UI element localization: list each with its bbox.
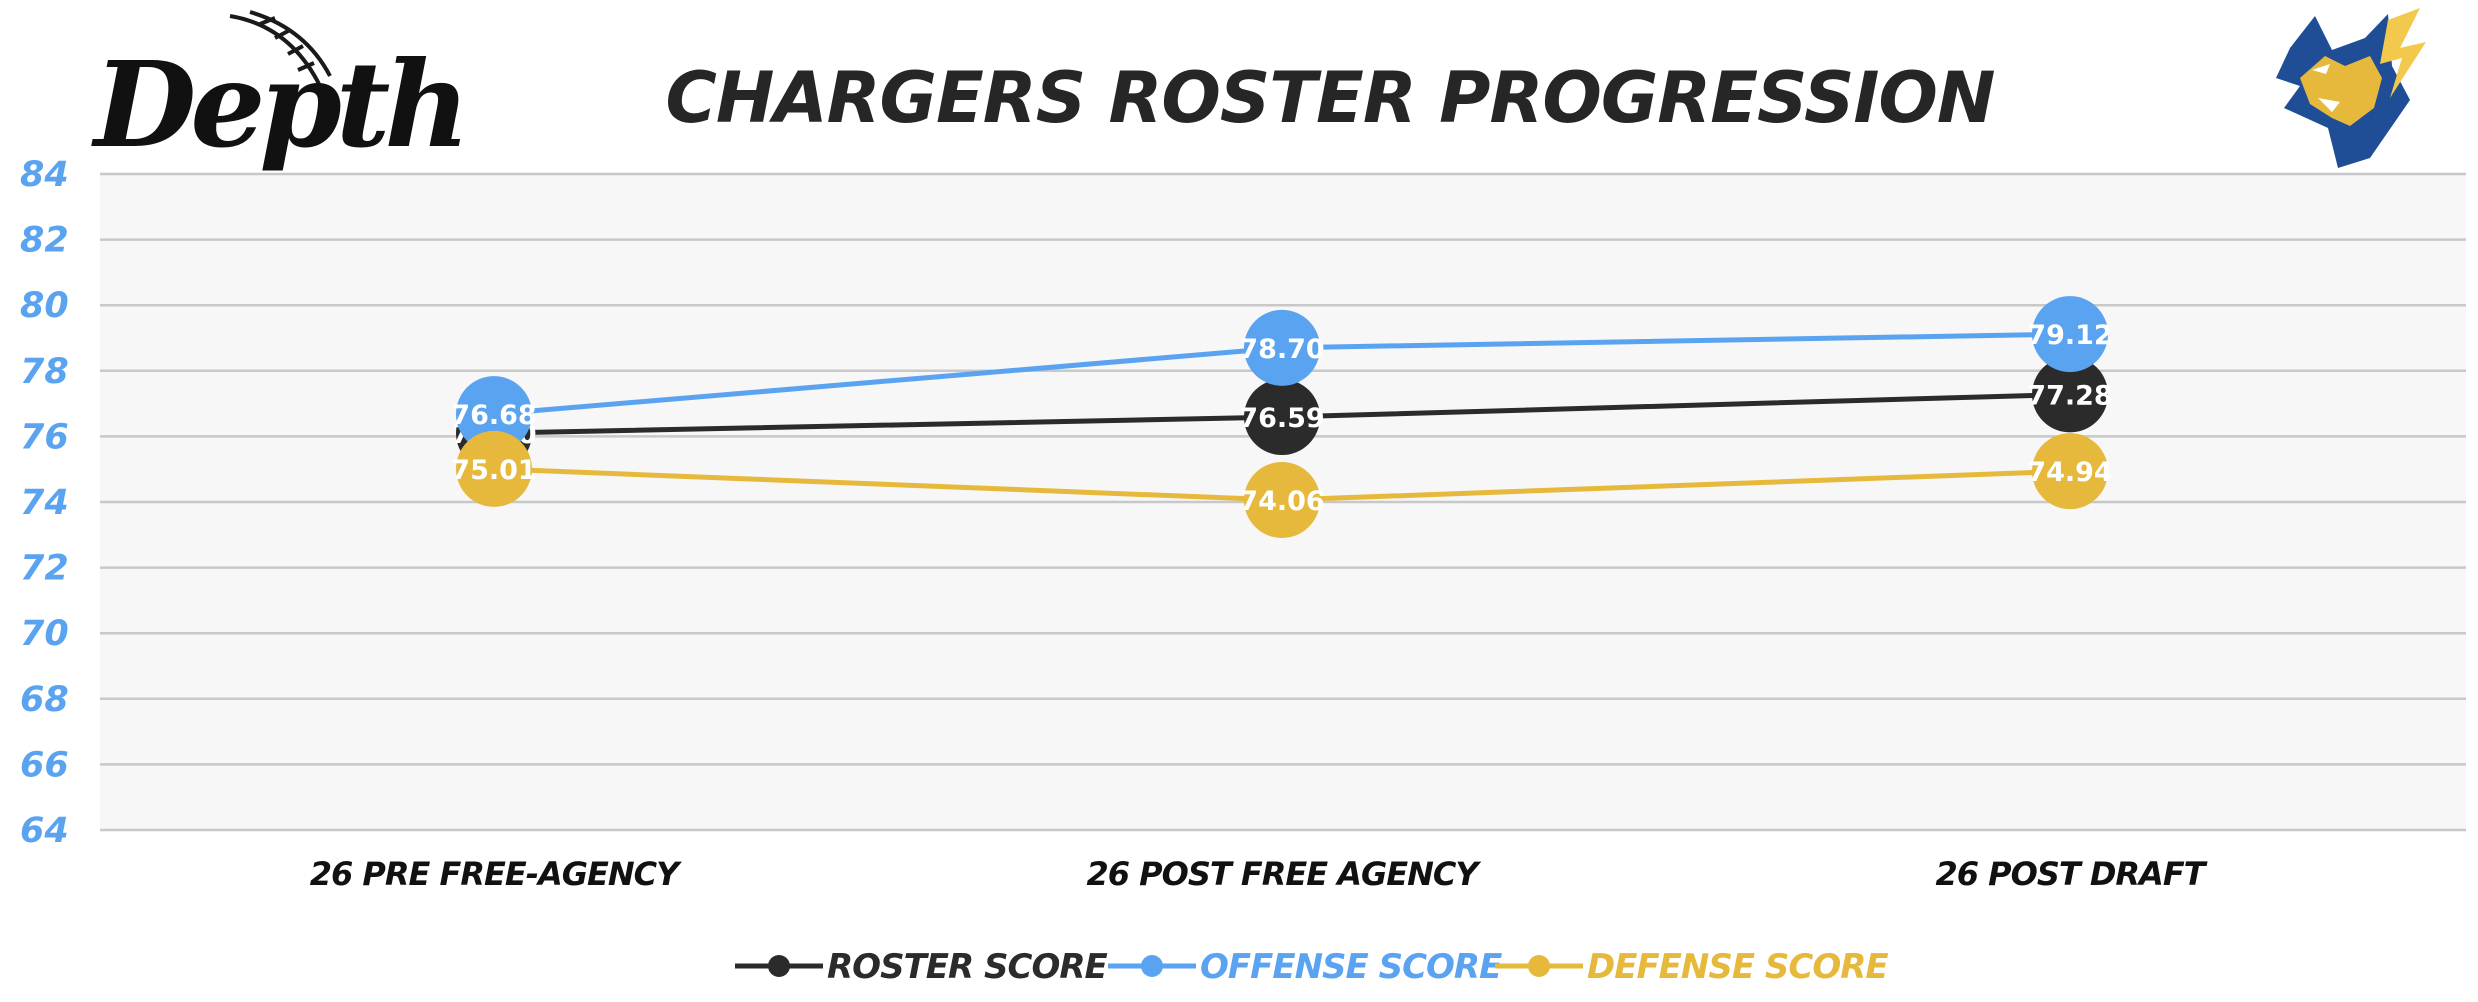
data-label: 78.70 [1239, 334, 1324, 365]
legend-marker [1528, 955, 1550, 977]
legend-label: DEFENSE SCORE [1587, 947, 1888, 987]
y-tick-label: 72 [20, 549, 69, 589]
y-tick-label: 82 [20, 221, 69, 261]
series-lines: 76.1076.5977.2876.6878.7079.1275.0174.06… [451, 296, 2113, 539]
depth-logo: Depth [91, 10, 470, 174]
data-point [1244, 379, 1320, 456]
x-axis-ticks: 26 PRE FREE-AGENCY 26 POST FREE AGENCY 26 … [310, 855, 2209, 893]
y-tick-label: 76 [20, 417, 69, 457]
logo-wordmark: Depth [91, 35, 464, 174]
chart-title: CHARGERS ROSTER PROGRESSION [665, 57, 1994, 139]
data-point [456, 376, 532, 453]
data-label: 76.68 [451, 400, 536, 431]
legend-marker [768, 955, 790, 977]
logo-ball-stitches [229, 10, 332, 87]
y-tick-label: 66 [20, 745, 69, 785]
legend-item: OFFENSE SCORE [1108, 947, 1503, 987]
legend-label: ROSTER SCORE [827, 947, 1108, 987]
series-offense-score: 76.68 78.70 79.12 [451, 296, 2113, 453]
data-point [2032, 296, 2108, 373]
legend-item: ROSTER SCORE [735, 947, 1109, 987]
legend-item: DEFENSE SCORE [1495, 947, 1889, 987]
x-tick-label: 26 POST DRAFT [1936, 855, 2208, 893]
data-point [1244, 309, 1320, 386]
y-tick-label: 80 [20, 286, 69, 326]
x-tick-label: 26 POST FREE AGENCY [1086, 855, 1481, 893]
legend-marker [1141, 955, 1163, 977]
y-tick-label: 70 [20, 614, 69, 654]
data-point [2032, 433, 2108, 510]
data-point [1244, 462, 1320, 539]
y-tick-label: 68 [20, 680, 69, 720]
y-tick-label: 74 [20, 483, 69, 523]
data-label: 74.06 [1239, 486, 1324, 517]
legend-label: OFFENSE SCORE [1200, 947, 1502, 987]
data-label: 79.12 [2027, 320, 2112, 351]
data-point [2032, 356, 2108, 433]
data-label: 75.01 [451, 455, 536, 486]
y-tick-label: 64 [20, 811, 69, 851]
y-tick-label: 78 [20, 352, 69, 392]
wolf-logo-icon [2276, 8, 2426, 168]
data-label: 77.28 [2027, 380, 2112, 411]
y-tick-label: 84 [20, 155, 69, 195]
data-point [456, 430, 532, 507]
x-tick-label: 26 PRE FREE-AGENCY [310, 855, 682, 893]
data-label: 74.94 [2027, 457, 2112, 488]
legend: ROSTER SCORE OFFENSE SCORE DEFENSE SCORE [735, 947, 1889, 987]
y-axis-ticks: 84 82 80 78 76 74 72 70 68 66 64 [20, 155, 69, 851]
data-label: 76.59 [1239, 403, 1324, 434]
series-defense-score: 75.01 74.06 74.94 [451, 430, 2113, 539]
